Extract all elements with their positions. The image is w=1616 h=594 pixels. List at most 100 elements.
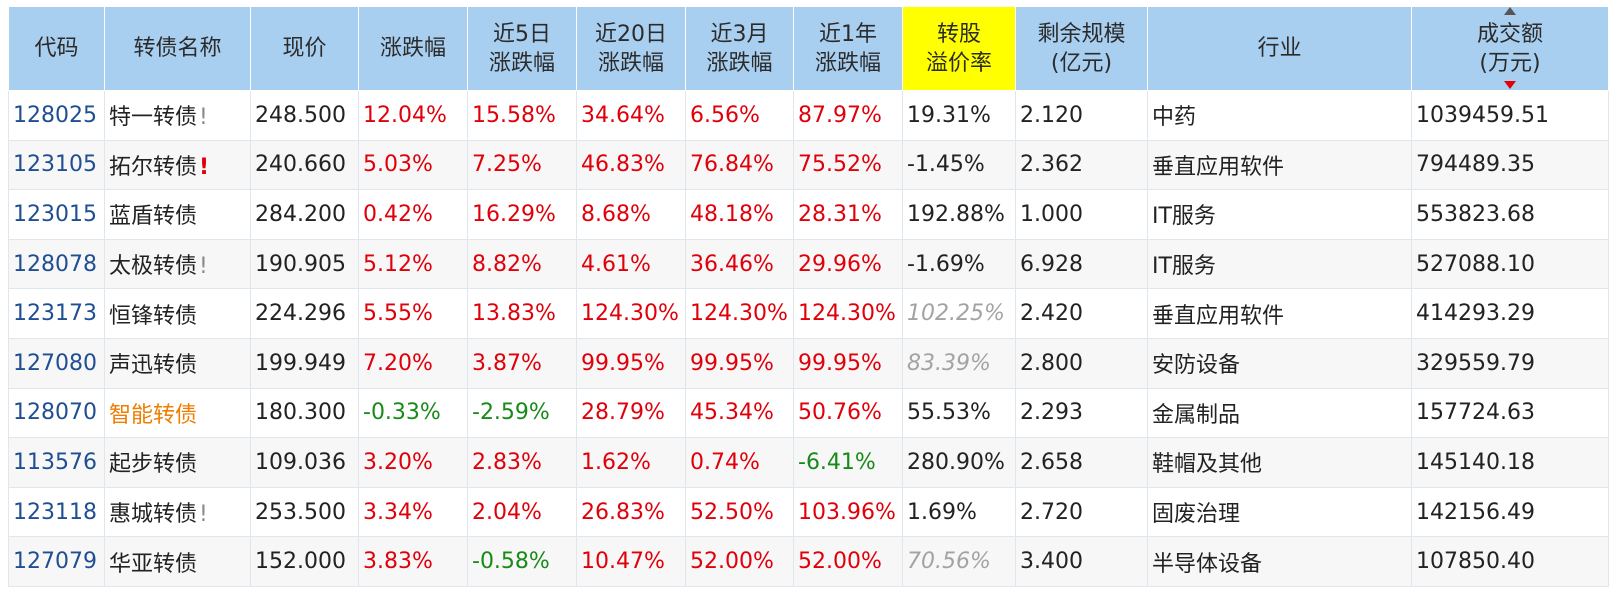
table-row[interactable]: 123015 蓝盾转债 284.200 0.42% 16.29% 8.68% 48.18% 2… [8, 189, 1609, 240]
col-label: 近5日 涨跌幅 [488, 21, 555, 76]
sort-desc-icon[interactable] [1504, 81, 1516, 89]
cell-chg1y: 103.96% [793, 486, 903, 538]
col-header-chg5d[interactable]: 近5日 涨跌幅 [467, 6, 577, 91]
cell-remain: 2.420 [1015, 288, 1148, 339]
bond-name-link[interactable]: 声迅转债 [109, 353, 198, 379]
header-row: 代码 转债名称 现价 涨跌幅 近5日 涨跌幅 近20日 涨跌幅 近3月 涨跌幅 近1年… [8, 6, 1609, 91]
bond-name-link[interactable]: 太极转债 [109, 254, 198, 280]
cell-name[interactable]: 拓尔转债! [104, 139, 251, 191]
bond-name-link[interactable]: 恒锋转债 [109, 303, 198, 329]
cell-name[interactable]: 恒锋转债 [104, 288, 251, 339]
col-header-turnover[interactable]: 成交额 (万元) [1411, 6, 1609, 91]
bond-name-link[interactable]: 拓尔转债 [109, 154, 198, 180]
table-row[interactable]: 123105 拓尔转债! 240.660 5.03% 7.25% 46.83% 76.84%… [8, 139, 1609, 191]
col-header-remain[interactable]: 剩余规模 (亿元) [1015, 6, 1148, 91]
bond-name-link[interactable]: 蓝盾转债 [109, 204, 198, 230]
cell-chg20d: 10.47% [576, 536, 686, 587]
col-label: 代码 [34, 36, 79, 61]
cell-chg: 0.42% [358, 189, 468, 240]
col-header-industry[interactable]: 行业 [1147, 6, 1412, 91]
cell-premium: 1.69% [902, 486, 1016, 538]
cell-price: 224.296 [250, 288, 359, 339]
col-header-chg[interactable]: 涨跌幅 [358, 6, 468, 91]
table-row[interactable]: 123118 惠城转债! 253.500 3.34% 2.04% 26.83% 52.50%… [8, 486, 1609, 538]
col-header-chg1y[interactable]: 近1年 涨跌幅 [793, 6, 903, 91]
col-header-premium[interactable]: 转股 溢价率 [902, 6, 1016, 91]
convertible-bond-table: 代码 转债名称 现价 涨跌幅 近5日 涨跌幅 近20日 涨跌幅 近3月 涨跌幅 近1年… [8, 6, 1609, 587]
cell-code[interactable]: 123173 [8, 288, 105, 339]
bond-name-link[interactable]: 惠城转债 [109, 502, 198, 528]
cell-code[interactable]: 123105 [8, 139, 105, 191]
cell-code[interactable]: 127080 [8, 337, 105, 389]
cell-remain: 2.800 [1015, 337, 1148, 389]
table-row[interactable]: 128078 太极转债! 190.905 5.12% 8.82% 4.61% 36.46% 2… [8, 238, 1609, 290]
bond-name-link[interactable]: 智能转债 [109, 402, 198, 428]
cell-code[interactable]: 113576 [8, 437, 105, 488]
cell-name[interactable]: 太极转债! [104, 238, 251, 290]
col-header-chg3m[interactable]: 近3月 涨跌幅 [685, 6, 794, 91]
cell-name[interactable]: 蓝盾转债 [104, 189, 251, 240]
bond-name-link[interactable]: 起步转债 [109, 452, 198, 478]
cell-chg1y: 99.95% [793, 337, 903, 389]
cell-code[interactable]: 128078 [8, 238, 105, 290]
cell-remain: 2.658 [1015, 437, 1148, 488]
cell-remain: 6.928 [1015, 238, 1148, 290]
cell-chg1y: 28.31% [793, 189, 903, 240]
alert-icon: ! [199, 502, 208, 528]
cell-premium: 280.90% [902, 437, 1016, 488]
cell-code[interactable]: 123118 [8, 486, 105, 538]
cell-name[interactable]: 声迅转债 [104, 337, 251, 389]
cell-industry: 鞋帽及其他 [1147, 437, 1412, 488]
cell-price: 240.660 [250, 139, 359, 191]
table-row[interactable]: 127080 声迅转债 199.949 7.20% 3.87% 99.95% 99.95% 9… [8, 337, 1609, 389]
cell-name[interactable]: 智能转债 [104, 387, 251, 439]
cell-chg3m: 124.30% [685, 288, 794, 339]
cell-chg: 5.12% [358, 238, 468, 290]
cell-name[interactable]: 特一转债! [104, 90, 251, 141]
cell-code[interactable]: 127079 [8, 536, 105, 587]
cell-chg1y: 87.97% [793, 90, 903, 141]
bond-table-container: 代码 转债名称 现价 涨跌幅 近5日 涨跌幅 近20日 涨跌幅 近3月 涨跌幅 近1年… [8, 6, 1609, 587]
alert-icon: ! [199, 154, 210, 180]
cell-code[interactable]: 128025 [8, 90, 105, 141]
table-row[interactable]: 127079 华亚转债 152.000 3.83% -0.58% 10.47% 52.00%… [8, 536, 1609, 587]
cell-chg: -0.33% [358, 387, 468, 439]
cell-chg3m: 6.56% [685, 90, 794, 141]
bond-name-link[interactable]: 特一转债 [109, 105, 198, 131]
cell-turnover: 527088.10 [1411, 238, 1609, 290]
cell-code[interactable]: 128070 [8, 387, 105, 439]
table-row[interactable]: 123173 恒锋转债 224.296 5.55% 13.83% 124.30% 124.3… [8, 288, 1609, 339]
cell-chg5d: 15.58% [467, 90, 577, 141]
col-header-name[interactable]: 转债名称 [104, 6, 251, 91]
cell-chg5d: 7.25% [467, 139, 577, 191]
cell-name[interactable]: 起步转债 [104, 437, 251, 488]
table-row[interactable]: 128025 特一转债! 248.500 12.04% 15.58% 34.64% 6.56… [8, 90, 1609, 141]
col-header-chg20d[interactable]: 近20日 涨跌幅 [576, 6, 686, 91]
table-row[interactable]: 128070 智能转债 180.300 -0.33% -2.59% 28.79% 45.34… [8, 387, 1609, 439]
cell-chg: 3.20% [358, 437, 468, 488]
cell-code[interactable]: 123015 [8, 189, 105, 240]
cell-price: 190.905 [250, 238, 359, 290]
alert-icon: ! [199, 254, 208, 280]
cell-chg1y: 50.76% [793, 387, 903, 439]
cell-chg20d: 4.61% [576, 238, 686, 290]
cell-premium: 70.56% [902, 536, 1016, 587]
cell-chg: 7.20% [358, 337, 468, 389]
cell-industry: IT服务 [1147, 189, 1412, 240]
cell-name[interactable]: 华亚转债 [104, 536, 251, 587]
cell-chg20d: 99.95% [576, 337, 686, 389]
cell-remain: 3.400 [1015, 536, 1148, 587]
cell-premium: 55.53% [902, 387, 1016, 439]
cell-turnover: 553823.68 [1411, 189, 1609, 240]
cell-name[interactable]: 惠城转债! [104, 486, 251, 538]
table-body: 128025 特一转债! 248.500 12.04% 15.58% 34.64% 6.56… [8, 90, 1609, 587]
sort-asc-icon[interactable] [1504, 7, 1516, 15]
cell-chg20d: 46.83% [576, 139, 686, 191]
cell-chg3m: 45.34% [685, 387, 794, 439]
table-row[interactable]: 113576 起步转债 109.036 3.20% 2.83% 1.62% 0.74% -6.… [8, 437, 1609, 488]
col-header-price[interactable]: 现价 [250, 6, 359, 91]
col-label: 剩余规模 (亿元) [1037, 21, 1126, 76]
bond-name-link[interactable]: 华亚转债 [109, 551, 198, 577]
cell-remain: 2.120 [1015, 90, 1148, 141]
col-header-code[interactable]: 代码 [8, 6, 105, 91]
